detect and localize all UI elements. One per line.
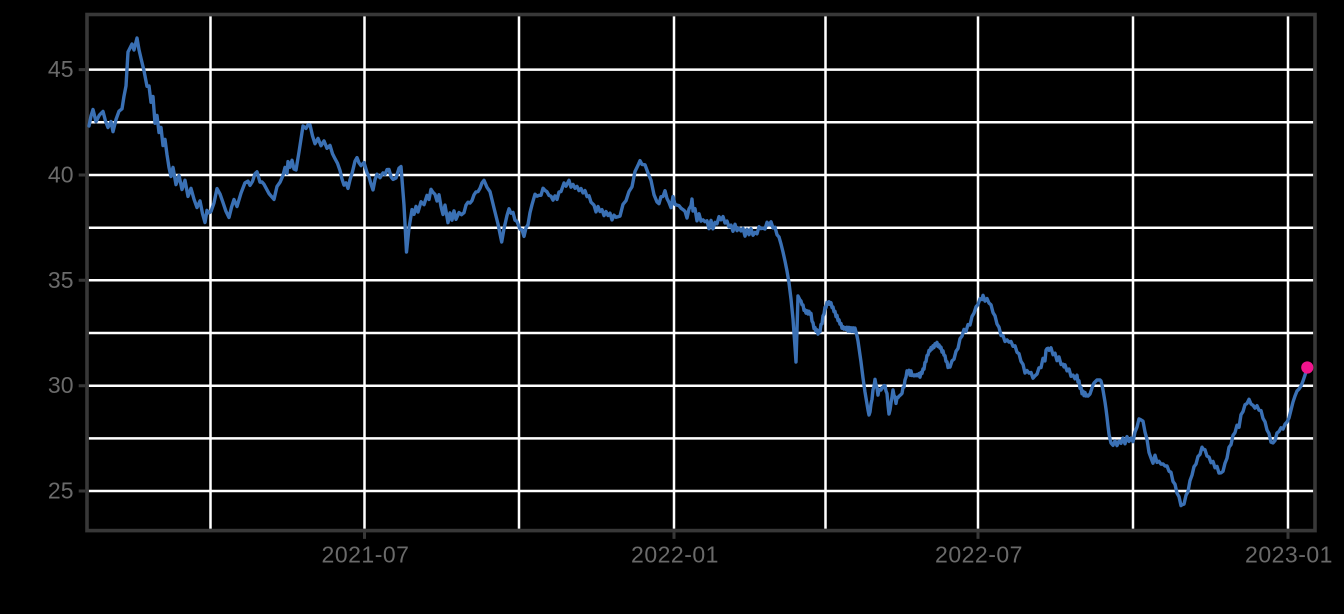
svg-text:35: 35: [48, 267, 74, 293]
svg-text:2022-01: 2022-01: [631, 542, 719, 568]
svg-text:40: 40: [48, 162, 74, 188]
svg-text:2023-01: 2023-01: [1245, 542, 1333, 568]
svg-text:30: 30: [48, 372, 74, 398]
svg-text:2022-07: 2022-07: [935, 542, 1023, 568]
svg-text:45: 45: [48, 56, 74, 82]
svg-text:25: 25: [48, 478, 74, 504]
svg-text:2021-07: 2021-07: [322, 542, 410, 568]
